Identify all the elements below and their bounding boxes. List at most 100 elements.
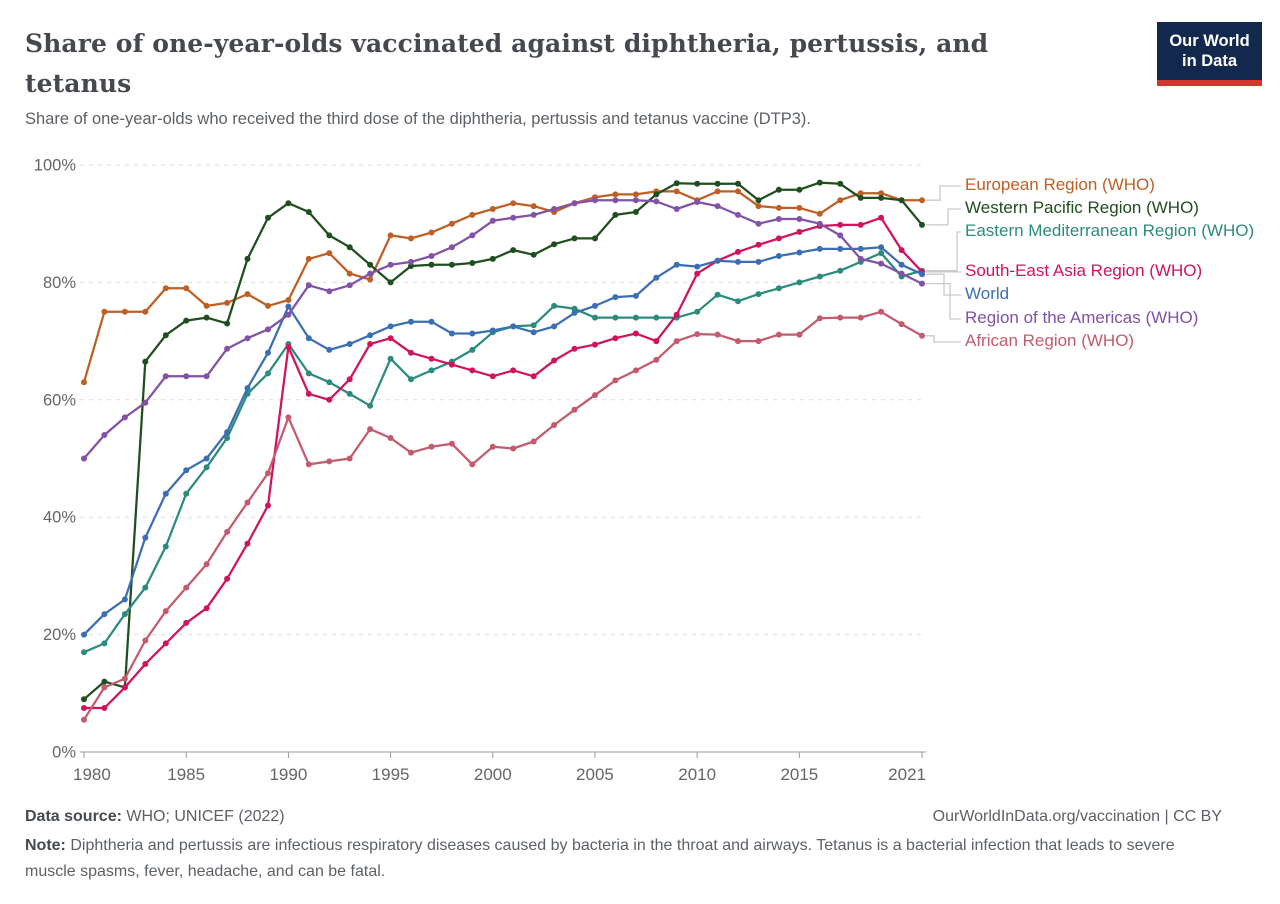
data-point[interactable] [878, 308, 885, 315]
series-line-south-east-asia-region-who[interactable] [81, 214, 925, 711]
data-point[interactable] [367, 276, 374, 283]
data-point[interactable] [244, 255, 251, 262]
data-point[interactable] [305, 335, 312, 342]
data-point[interactable] [714, 331, 721, 338]
data-point[interactable] [632, 314, 639, 321]
data-point[interactable] [81, 716, 87, 723]
data-point[interactable] [265, 302, 271, 309]
data-point[interactable] [101, 611, 108, 618]
data-point[interactable] [816, 315, 823, 322]
data-point[interactable] [755, 338, 762, 345]
data-point[interactable] [489, 255, 496, 262]
data-point[interactable] [898, 261, 905, 268]
data-point[interactable] [367, 261, 374, 268]
data-point[interactable] [592, 302, 598, 309]
data-point[interactable] [244, 335, 251, 342]
data-point[interactable] [755, 258, 762, 265]
data-point[interactable] [469, 211, 476, 218]
data-point[interactable] [775, 331, 782, 338]
series-line-eastern-mediterranean-region-who[interactable] [81, 250, 925, 656]
data-point[interactable] [612, 294, 619, 301]
data-point[interactable] [428, 367, 435, 374]
data-point[interactable] [755, 197, 762, 204]
series-line-western-pacific-region-who[interactable] [81, 179, 925, 703]
data-point[interactable] [203, 605, 210, 612]
data-point[interactable] [408, 318, 414, 325]
data-point[interactable] [142, 534, 149, 541]
series-line-region-of-the-americas-who[interactable] [81, 197, 925, 462]
data-point[interactable] [612, 191, 619, 198]
data-point[interactable] [285, 414, 292, 421]
data-point[interactable] [878, 250, 885, 257]
series-path[interactable] [82, 246, 924, 636]
data-point[interactable] [142, 661, 149, 667]
data-point[interactable] [265, 326, 271, 333]
data-point[interactable] [101, 432, 108, 438]
data-point[interactable] [530, 211, 537, 218]
owid-url-link[interactable]: OurWorldInData.org/vaccination [932, 808, 1161, 825]
data-point[interactable] [183, 373, 190, 380]
data-point[interactable] [530, 322, 537, 329]
data-point[interactable] [387, 279, 394, 286]
data-point[interactable] [346, 376, 353, 383]
data-point[interactable] [837, 267, 844, 274]
data-point[interactable] [469, 461, 476, 468]
data-point[interactable] [755, 220, 762, 227]
data-point[interactable] [469, 346, 476, 353]
legend-item-world[interactable]: World [965, 284, 1010, 303]
data-point[interactable] [224, 320, 231, 327]
data-point[interactable] [653, 338, 660, 345]
data-point[interactable] [694, 180, 701, 187]
series-path[interactable] [82, 199, 924, 460]
series-path[interactable] [82, 216, 924, 710]
data-point[interactable] [346, 455, 353, 462]
data-point[interactable] [673, 180, 680, 187]
series-line-world[interactable] [81, 244, 925, 638]
data-point[interactable] [203, 464, 210, 471]
data-point[interactable] [510, 200, 517, 207]
data-point[interactable] [551, 206, 558, 212]
data-point[interactable] [489, 443, 496, 450]
data-point[interactable] [285, 297, 292, 303]
data-point[interactable] [142, 358, 149, 365]
data-point[interactable] [632, 197, 639, 204]
data-point[interactable] [101, 705, 108, 711]
data-point[interactable] [183, 285, 190, 292]
data-point[interactable] [265, 214, 271, 221]
data-point[interactable] [530, 438, 537, 445]
data-point[interactable] [224, 429, 231, 436]
data-point[interactable] [224, 345, 231, 352]
data-point[interactable] [387, 355, 394, 362]
data-point[interactable] [796, 331, 803, 338]
data-point[interactable] [326, 396, 333, 403]
data-point[interactable] [816, 245, 823, 252]
data-point[interactable] [714, 188, 721, 195]
data-point[interactable] [285, 344, 292, 350]
data-point[interactable] [408, 349, 414, 356]
data-point[interactable] [857, 314, 864, 321]
data-point[interactable] [81, 649, 87, 656]
data-point[interactable] [612, 314, 619, 321]
data-point[interactable] [816, 210, 823, 217]
data-point[interactable] [408, 449, 414, 456]
data-point[interactable] [265, 349, 271, 356]
data-point[interactable] [81, 705, 87, 711]
data-point[interactable] [612, 335, 619, 342]
data-point[interactable] [530, 251, 537, 258]
data-point[interactable] [898, 197, 905, 204]
data-point[interactable] [857, 255, 864, 262]
data-point[interactable] [448, 330, 455, 337]
data-point[interactable] [632, 191, 639, 198]
data-point[interactable] [551, 323, 558, 330]
data-point[interactable] [878, 244, 885, 251]
data-point[interactable] [571, 309, 578, 316]
data-point[interactable] [326, 379, 333, 386]
data-point[interactable] [796, 216, 803, 222]
data-point[interactable] [162, 608, 169, 615]
data-point[interactable] [162, 332, 169, 339]
data-point[interactable] [510, 323, 517, 330]
data-point[interactable] [571, 200, 578, 207]
data-point[interactable] [367, 426, 374, 433]
data-point[interactable] [346, 244, 353, 251]
data-point[interactable] [203, 302, 210, 309]
